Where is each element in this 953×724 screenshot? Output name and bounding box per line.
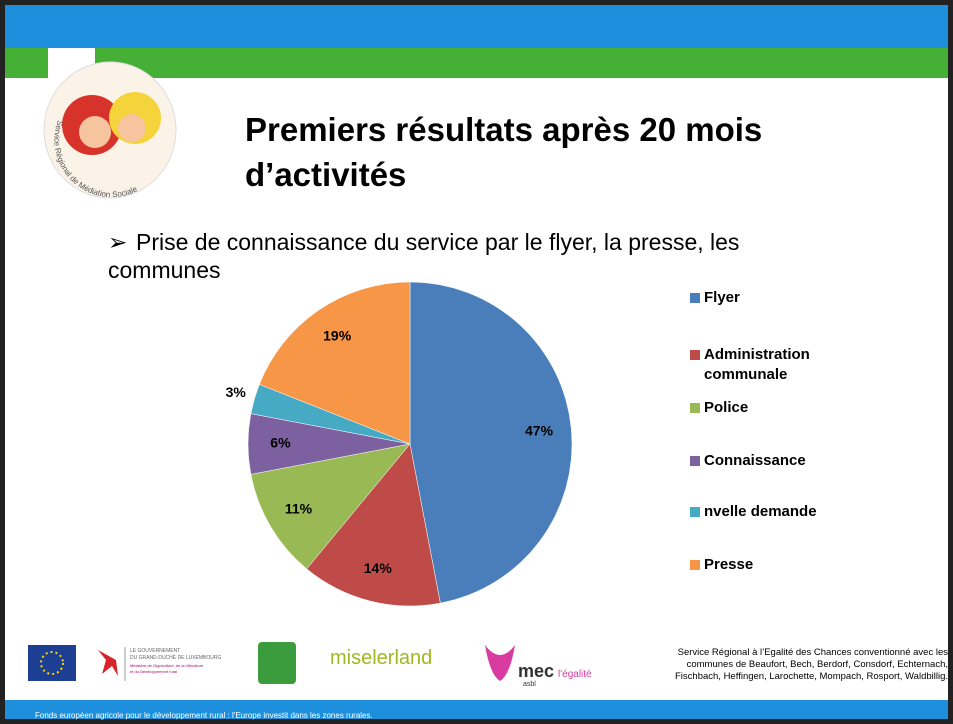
green-band-left: [5, 48, 48, 78]
logo: Service Régional de Médiation Sociale: [43, 61, 177, 199]
legend-label: Connaissance: [704, 452, 806, 469]
legend-item: Presse: [690, 555, 854, 575]
bullet-text: Prise de connaissance du service par le …: [108, 229, 740, 283]
logo-text: DU GRAND-DUCHÉ DE LUXEMBOURG: [130, 654, 222, 661]
logo-text: et du Développement rural: [130, 669, 177, 674]
data-label: 19%: [323, 328, 352, 344]
legend-label: nvelle demande: [704, 503, 817, 520]
data-label: 6%: [270, 435, 291, 451]
pie-slice: [409, 281, 573, 604]
legend-item: Connaissance: [690, 451, 854, 471]
legend-swatch: [690, 403, 700, 413]
legend-swatch: [690, 456, 700, 466]
legend-label: Presse: [704, 556, 754, 573]
legend-swatch: [690, 293, 700, 303]
data-label: 14%: [364, 560, 393, 576]
pie-slice: [250, 443, 411, 570]
info-line: Fischbach, Heffingen, Larochette, Mompac…: [675, 671, 948, 682]
info-line: communes de Beaufort, Bech, Berdorf, Con…: [687, 659, 948, 670]
logo-text: LE GOUVERNEMENT: [130, 648, 180, 654]
legend-label: Flyer: [704, 289, 740, 306]
legend-item: nvelle demande: [690, 502, 854, 522]
logo-text: l'égalité: [558, 669, 592, 680]
logo-text: Ministère de l'Agriculture, de la Viticu…: [130, 663, 204, 668]
legend-swatch: [690, 560, 700, 570]
footer: Fonds européen agricole pour le développ…: [35, 711, 373, 720]
info-line: Service Régional à l’Egalité des Chances…: [678, 647, 949, 658]
title-line: Premiers résultats après 20 mois: [245, 111, 762, 148]
legend-label: Administration communale: [704, 346, 810, 383]
bottom-band: [5, 700, 948, 719]
legend-item: Flyer: [690, 288, 854, 308]
data-label: 47%: [525, 423, 554, 439]
pie-slice: [306, 443, 441, 607]
logo-text: asbl: [523, 681, 536, 688]
top-band: [5, 5, 948, 48]
logos: LE GOUVERNEMENT DU GRAND-DUCHÉ DE LUXEMB…: [28, 642, 592, 688]
legend-item: Administration communale: [690, 345, 854, 385]
legend-swatch: [690, 350, 700, 360]
bullet-mark: ➢: [108, 229, 127, 255]
data-label: 3%: [226, 384, 247, 400]
legend-swatch: [690, 507, 700, 517]
pie-slice: [259, 281, 411, 445]
logo-text: miselerland: [330, 647, 432, 669]
data-label: 11%: [285, 501, 313, 517]
legend-label: Police: [704, 399, 749, 416]
green-band: [95, 48, 948, 78]
logo-text: mec: [518, 661, 554, 681]
title-line: d’activités: [245, 156, 406, 193]
legend-item: Police: [690, 398, 854, 418]
